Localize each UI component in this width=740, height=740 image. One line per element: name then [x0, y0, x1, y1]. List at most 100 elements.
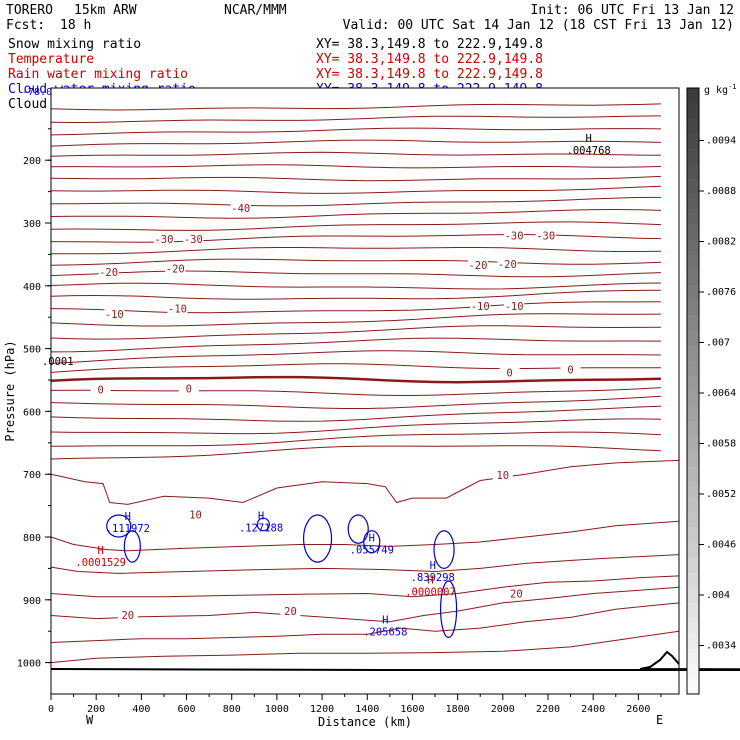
colorbar-tick-label: .007 — [706, 338, 730, 349]
isotherm-low — [50, 602, 680, 643]
contour-label: -10 — [471, 301, 490, 313]
colorbar-swatch — [687, 239, 699, 256]
isotherm-low — [50, 459, 680, 505]
isotherm — [50, 258, 661, 266]
contour-label-bg — [167, 303, 188, 315]
fcst-value: 18 h — [60, 18, 91, 33]
y-tick-label: 300 — [23, 219, 41, 230]
contour-label: 10 — [189, 510, 202, 522]
field-section-coords: XY= 38.3,149.8 to 222.9,149.8 — [316, 52, 543, 67]
colorbar-frame — [686, 87, 700, 695]
maximum-marker: H — [382, 615, 388, 627]
colorbar-swatch — [687, 451, 699, 468]
colorbar-swatch — [687, 375, 699, 392]
contour-label: -20 — [99, 267, 118, 279]
colorbar-swatch — [687, 512, 699, 528]
x-tick-label: 400 — [132, 704, 150, 715]
colorbar-swatch — [687, 557, 699, 574]
contour-labels: -40 -30 -30 -30 -30 -20 -20 -20 -20 -10 -10 -10 -10 0… — [90, 203, 581, 622]
y-tick-label: 600 — [23, 407, 41, 418]
isotherm — [50, 151, 661, 157]
y-tick-label: 800 — [23, 533, 41, 544]
colorbar-tick-label: .0034 — [706, 641, 736, 652]
colorbar-swatch — [687, 330, 699, 347]
y-tick-label: 200 — [23, 156, 41, 167]
x-axis-west-label: W — [86, 713, 94, 727]
colorbar-tick-label: .0046 — [706, 540, 736, 551]
x-tick-label: 800 — [223, 704, 241, 715]
x-axis: 0 200 400 600 800 1000 1200 1400 1600 1800 2000 220… — [48, 694, 662, 715]
colorbar-swatch — [687, 678, 699, 695]
cloud-water-cell — [363, 530, 381, 554]
cloud-water-cell — [256, 517, 270, 532]
isotherm — [50, 325, 661, 340]
colorbar-swatch — [687, 633, 699, 650]
colorbar-swatch — [687, 542, 699, 559]
isotherm-low — [50, 630, 680, 664]
x-tick-label: 200 — [87, 704, 105, 715]
plot-frame — [50, 87, 680, 695]
isotherm — [50, 301, 661, 314]
isotherm — [50, 234, 661, 243]
colorbar-swatch — [687, 269, 699, 286]
plot-area: -40 -30 -30 -30 -30 -20 -20 -20 -20 -10 -10 -10 -10 0… — [42, 87, 740, 695]
colorbar-swatch — [687, 466, 699, 483]
colorbar-swatch — [687, 572, 699, 589]
isotherm — [50, 164, 661, 169]
contour-label: -10 — [105, 309, 124, 321]
colorbar-swatch — [687, 133, 699, 150]
field-section-coords: XY= 38.3,149.8 to 222.9,149.8 — [316, 67, 543, 82]
field-name: Snow mixing ratio — [8, 37, 141, 52]
contour-label: 0 — [186, 383, 192, 395]
colorbar: g kg-1 .0094 .0088 .0082 .0076 .007 .0064 .005… — [686, 83, 737, 695]
y-tick-label: 900 — [23, 596, 41, 607]
overlap-label: -78.0 — [22, 87, 52, 98]
contour-label: 0 — [98, 385, 104, 397]
contour-label: -30 — [154, 234, 173, 246]
contour-label-bg — [506, 588, 527, 600]
colorbar-unit: g kg-1 — [704, 83, 737, 96]
model-name: TORERO — [6, 3, 53, 18]
colorbar-swatch — [687, 497, 699, 513]
contour-label-bg — [183, 233, 204, 245]
contour-label-bg — [90, 384, 111, 396]
contour-label-bg — [499, 367, 520, 379]
y-tick-label: 400 — [23, 282, 41, 293]
isotherm — [50, 175, 661, 182]
isotherm — [50, 289, 661, 300]
isotherm-low — [50, 520, 680, 552]
colorbar-swatch — [687, 315, 699, 331]
maximum-marker: H — [258, 510, 264, 522]
contour-label-bg — [560, 364, 581, 376]
contour-label: 20 — [121, 610, 134, 622]
maximum-marker: H — [430, 560, 436, 572]
x-tick-label: 0 — [48, 704, 54, 715]
contour-label-bg — [504, 301, 525, 313]
contour-label-bg — [98, 267, 119, 279]
y-tick-label: 1000 — [17, 659, 41, 670]
isotherm — [50, 282, 661, 290]
cloud-water-cell — [439, 580, 458, 639]
colorbar-swatch — [687, 391, 699, 407]
colorbar-swatch — [687, 345, 699, 362]
isotherm — [50, 363, 661, 373]
contour-label: 0 — [506, 368, 512, 380]
isotherm — [51, 196, 661, 207]
field-section-coords: XY= 38.3,149.8 to 222.9,149.8 — [316, 37, 543, 52]
colorbar-swatch — [687, 648, 699, 665]
isotherm — [50, 431, 661, 447]
contour-label-bg — [497, 258, 518, 270]
isotherm-zero — [50, 375, 661, 384]
cloud-water-contours — [106, 514, 458, 639]
contour-label-bg — [165, 263, 186, 275]
x-tick-label: 2200 — [536, 704, 560, 715]
contour-label: -30 — [505, 231, 524, 243]
contour-label: 20 — [284, 606, 297, 618]
contour-label: -40 — [231, 203, 250, 215]
maximum-marker: H — [585, 133, 591, 145]
isotherm — [50, 139, 661, 147]
colorbar-tick-label: .0094 — [706, 136, 736, 147]
colorbar-swatch — [687, 618, 699, 634]
colorbar-tick-label: .0058 — [706, 439, 736, 450]
isotherm — [50, 387, 661, 397]
